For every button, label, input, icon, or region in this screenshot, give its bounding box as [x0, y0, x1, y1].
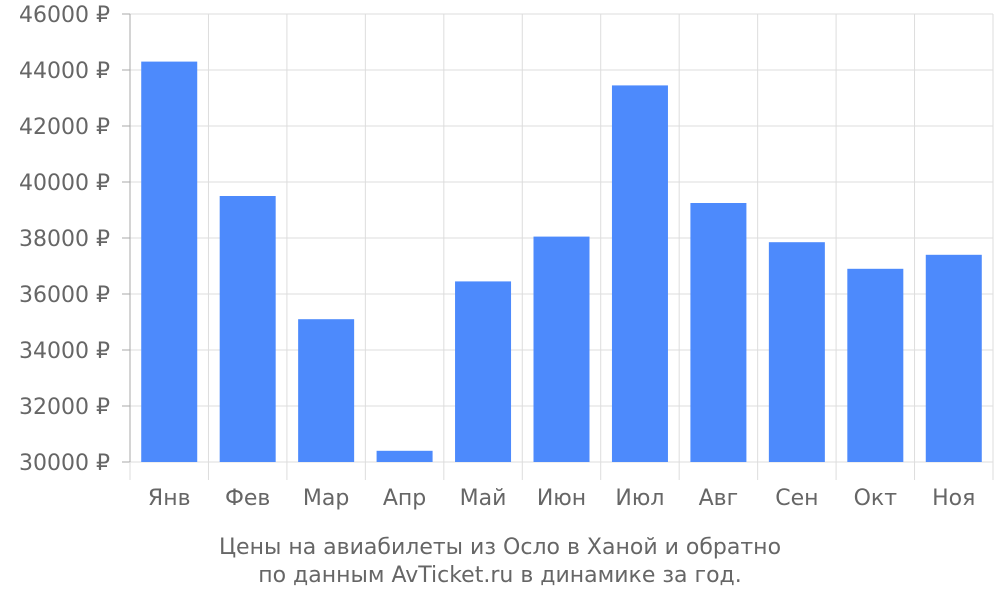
- y-tick-label: 34000 ₽: [19, 339, 110, 364]
- bar-2: [219, 196, 276, 462]
- x-tick-label: Янв: [148, 486, 191, 511]
- bar-1: [141, 61, 198, 462]
- y-tick-label: 42000 ₽: [19, 115, 110, 140]
- x-tick-label: Сен: [775, 486, 818, 511]
- x-tick-label: Авг: [699, 486, 739, 511]
- bar-11: [925, 254, 982, 462]
- x-tick-label: Июн: [537, 486, 586, 511]
- y-axis-ticks: 30000 ₽ 32000 ₽ 34000 ₽ 36000 ₽ 38000 ₽ 40000…: [19, 3, 110, 476]
- y-tick-label: 44000 ₽: [19, 59, 110, 84]
- chart-caption-line-1: Цены на авиабилеты из Осло в Ханой и обр…: [218, 535, 782, 560]
- x-tick-label: Май: [460, 486, 507, 511]
- bar-6: [533, 236, 590, 462]
- bar-4: [376, 450, 433, 462]
- y-tick-label: 30000 ₽: [19, 451, 110, 476]
- bar-9: [768, 242, 825, 462]
- chart-caption-line-2: по данным AvTicket.ru в динамике за год.: [258, 563, 742, 588]
- bar-5: [455, 281, 512, 462]
- y-tick-label: 46000 ₽: [19, 3, 110, 28]
- x-tick-label: Фев: [225, 486, 270, 511]
- x-tick-label: Мар: [303, 486, 349, 511]
- x-tick-label: Ноя: [932, 486, 975, 511]
- y-tick-label: 36000 ₽: [19, 283, 110, 308]
- x-tick-label: Окт: [854, 486, 898, 511]
- y-tick-label: 40000 ₽: [19, 171, 110, 196]
- bar-8: [690, 203, 747, 462]
- bar-3: [298, 319, 355, 462]
- axes: [122, 13, 994, 480]
- x-tick-label: Апр: [383, 486, 426, 511]
- y-tick-label: 38000 ₽: [19, 227, 110, 252]
- bar-7: [611, 85, 668, 463]
- x-tick-label: Июл: [615, 486, 664, 511]
- x-axis-ticks: Янв Фев Мар Апр Май Июн Июл Авг Сен Окт Ноя: [148, 486, 975, 511]
- bar-10: [847, 268, 904, 462]
- y-tick-label: 32000 ₽: [19, 395, 110, 420]
- bar-series: [141, 61, 982, 463]
